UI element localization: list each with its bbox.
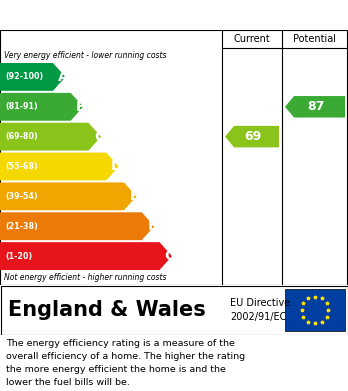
- Text: Current: Current: [234, 34, 270, 44]
- Text: G: G: [165, 249, 176, 263]
- Text: 69: 69: [245, 130, 262, 143]
- Polygon shape: [0, 152, 119, 180]
- Text: C: C: [94, 130, 104, 143]
- Text: B: B: [76, 100, 87, 114]
- Polygon shape: [225, 126, 279, 147]
- Text: (55-68): (55-68): [5, 162, 38, 171]
- Text: (39-54): (39-54): [5, 192, 38, 201]
- Text: England & Wales: England & Wales: [8, 300, 206, 320]
- Polygon shape: [0, 123, 101, 151]
- Text: (92-100): (92-100): [5, 72, 43, 81]
- Polygon shape: [0, 242, 172, 270]
- Text: E: E: [130, 189, 140, 203]
- Polygon shape: [0, 212, 154, 240]
- Text: (1-20): (1-20): [5, 251, 32, 260]
- Text: EU Directive
2002/91/EC: EU Directive 2002/91/EC: [230, 298, 290, 322]
- Text: Potential: Potential: [293, 34, 337, 44]
- Polygon shape: [285, 96, 345, 118]
- Polygon shape: [0, 93, 83, 121]
- Text: Not energy efficient - higher running costs: Not energy efficient - higher running co…: [4, 273, 166, 283]
- Text: (21-38): (21-38): [5, 222, 38, 231]
- Bar: [285, 289, 345, 331]
- Text: 87: 87: [308, 100, 325, 113]
- Text: Energy Efficiency Rating: Energy Efficiency Rating: [63, 7, 285, 23]
- Text: (81-91): (81-91): [5, 102, 38, 111]
- Polygon shape: [0, 63, 65, 91]
- Text: A: A: [58, 70, 69, 84]
- Text: F: F: [148, 219, 157, 233]
- Text: The energy efficiency rating is a measure of the
overall efficiency of a home. T: The energy efficiency rating is a measur…: [6, 339, 245, 387]
- Text: D: D: [111, 160, 122, 174]
- Text: Very energy efficient - lower running costs: Very energy efficient - lower running co…: [4, 50, 166, 59]
- Polygon shape: [0, 183, 136, 210]
- Text: (69-80): (69-80): [5, 132, 38, 141]
